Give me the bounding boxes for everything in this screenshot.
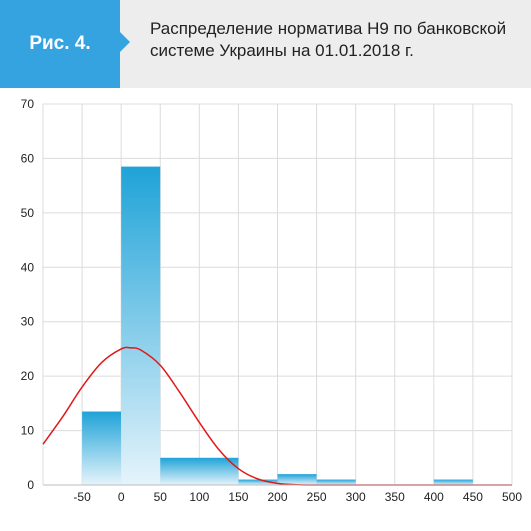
- x-tick-label: 300: [346, 490, 366, 504]
- chart-title: Распределение норматива Н9 по банковской…: [150, 18, 525, 62]
- histogram-bar: [160, 457, 239, 485]
- histogram-bar: [121, 166, 161, 485]
- figure-label: Рис. 4.: [0, 0, 120, 88]
- x-tick-label: 250: [307, 490, 327, 504]
- histogram-bar: [316, 479, 356, 485]
- axis-layer: 0 10 20 30 40 50 60 70 -50 0 50 100 150 200 250 300 350 4…: [21, 97, 523, 504]
- y-tick-label: 10: [21, 424, 35, 438]
- figure-label-arrow: [120, 32, 130, 52]
- y-tick-label: 70: [21, 97, 35, 111]
- bar-layer: [82, 166, 473, 485]
- histogram-bar: [277, 474, 317, 485]
- x-tick-label: 50: [154, 490, 168, 504]
- histogram-bar: [82, 411, 122, 485]
- histogram-chart: 0 10 20 30 40 50 60 70 -50 0 50 100 150 200 250 300 350 4…: [21, 97, 523, 504]
- y-tick-label: 20: [21, 369, 35, 383]
- x-tick-label: 450: [463, 490, 483, 504]
- y-tick-label: 40: [21, 260, 35, 274]
- x-tick-label: 100: [189, 490, 209, 504]
- chart-title-line-2: системе Украины на 01.01.2018 г.: [150, 41, 414, 60]
- x-tick-label: 350: [385, 490, 405, 504]
- y-tick-label: 0: [27, 478, 34, 492]
- header-panel: Рис. 4. Распределение норматива Н9 по ба…: [0, 0, 531, 88]
- x-tick-label: 400: [424, 490, 444, 504]
- x-tick-label: 200: [267, 490, 287, 504]
- y-tick-label: 60: [21, 151, 35, 165]
- x-tick-label: -50: [73, 490, 91, 504]
- y-tick-label: 50: [21, 206, 35, 220]
- y-tick-label: 30: [21, 315, 35, 329]
- histogram-bar: [433, 479, 473, 485]
- x-tick-label: 150: [228, 490, 248, 504]
- histogram-bar: [238, 479, 278, 485]
- x-tick-label: 0: [118, 490, 125, 504]
- x-tick-label: 500: [502, 490, 522, 504]
- chart-title-line-1: Распределение норматива Н9 по банковской: [150, 19, 507, 38]
